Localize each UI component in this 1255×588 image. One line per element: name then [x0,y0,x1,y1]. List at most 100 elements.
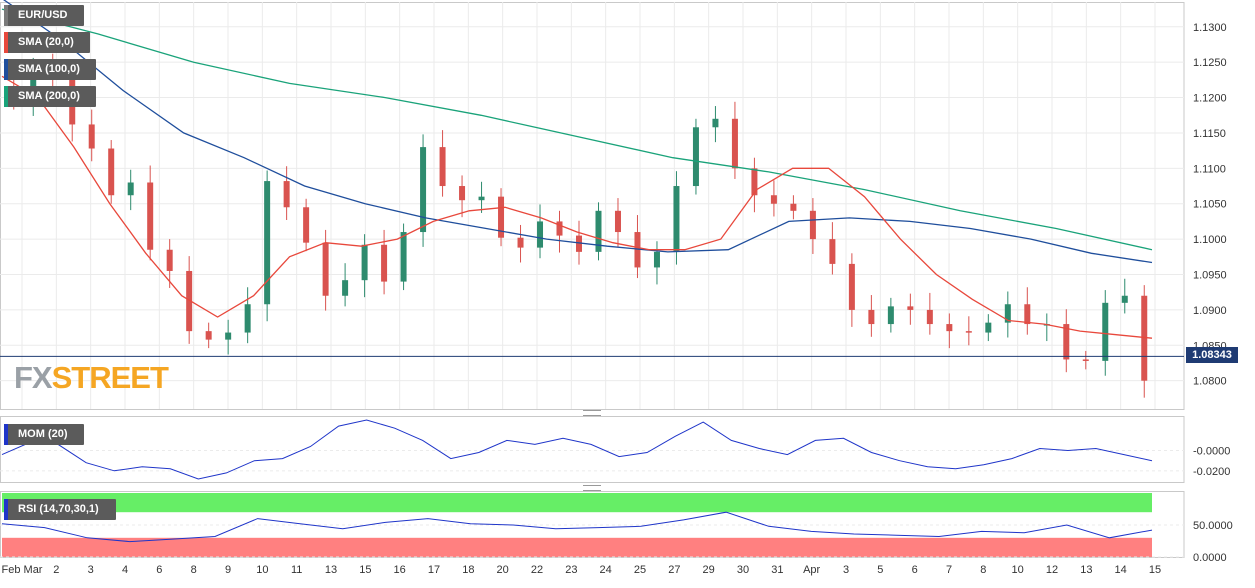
candle-body [848,263,855,310]
candle-body [283,181,290,208]
sma100-line [3,0,1153,264]
candle-body [225,332,232,340]
x-tick-label: 13 [325,564,337,576]
main-panel-border [0,2,1185,410]
x-tick-label: 25 [634,564,646,576]
x-tick-label: 23 [565,564,577,576]
candle-body [770,195,777,204]
panel-resize-handle-rsi[interactable] [583,485,601,491]
fxstreet-logo: FXSTREET [14,360,169,396]
x-tick-label: 6 [912,564,918,576]
current-price-tag: 1.08343 [1186,347,1238,363]
x-tick-label: 17 [428,564,440,576]
legend-sma100-swatch [4,59,8,80]
candle-body [478,196,485,201]
main-y-tick-label: 1.1100 [1193,163,1226,175]
candle-body [498,196,505,238]
candle-body [1024,304,1031,325]
candle-body [829,239,836,264]
rsi-overbought-zone [2,493,1152,513]
candle-body [692,127,699,187]
candle-body [653,251,660,268]
logo-street: STREET [51,360,169,395]
main-y-tick-label: 1.1000 [1193,234,1227,246]
x-tick-label: 11 [291,564,302,576]
x-tick-label: 31 [771,564,783,576]
candle-body [459,186,466,201]
candle-body [907,306,914,310]
legend-mom-swatch [4,424,8,445]
x-tick-label: Feb Mar [2,564,43,576]
legend-symbol[interactable]: EUR/USD [4,5,84,26]
candle-body [1102,302,1109,361]
mom-line [1,419,1153,480]
legend-symbol-swatch [4,5,8,26]
legend-sma20[interactable]: SMA (20,0) [4,32,90,53]
x-tick-label: 15 [359,564,371,576]
x-tick-label: 14 [1115,564,1127,576]
sma200-line [1,8,1153,251]
legend-rsi-swatch [4,499,8,520]
candle-body [420,147,427,233]
mom-panel-border [0,416,1185,483]
x-tick-label: 30 [737,564,749,576]
x-tick-label: 12 [1046,564,1058,576]
candle-body [361,244,368,281]
candle-body [303,207,310,243]
x-tick-label: 24 [600,564,612,576]
x-tick-label: 15 [1149,564,1161,576]
candle-body [1121,295,1128,303]
legend-sma200-label: SMA (200,0) [18,90,80,102]
rsi-line [1,511,1153,543]
panel-resize-handle-mom[interactable] [583,410,601,416]
legend-sma200-swatch [4,86,8,107]
candle-body [1063,324,1070,360]
rsi-oversold-zone [2,537,1152,557]
legend-sma200[interactable]: SMA (200,0) [4,86,96,107]
x-tick-label: 22 [531,564,543,576]
main-y-tick-label: 1.0900 [1193,305,1227,317]
x-tick-label: 20 [497,564,509,576]
candle-body [1004,304,1011,323]
x-tick-label: Apr [803,564,820,576]
legend-mom[interactable]: MOM (20) [4,424,84,445]
candle-body [614,210,621,233]
candle-body [342,280,349,296]
candle-body [712,118,719,128]
candle-body [108,148,115,196]
x-tick-label: 3 [88,564,94,576]
x-tick-label: 8 [980,564,986,576]
sma20-line [1,75,1153,339]
x-tick-label: 13 [1080,564,1092,576]
candle-body [322,242,329,296]
candle-body [1082,359,1089,361]
candle-body [205,331,212,340]
candle-body [965,331,972,333]
candle-body [868,309,875,325]
legend-mom-label: MOM (20) [18,428,68,440]
x-tick-label: 18 [462,564,474,576]
legend-sma100-label: SMA (100,0) [18,63,80,75]
legend-sma20-swatch [4,32,8,53]
candle-body [809,210,816,240]
x-tick-label: 16 [394,564,406,576]
legend-sma100[interactable]: SMA (100,0) [4,59,96,80]
x-tick-label: 10 [256,564,268,576]
candle-body [381,244,388,282]
rsi-y-tick-label: 50.0000 [1193,520,1233,532]
candle-body [556,221,563,236]
legend-rsi[interactable]: RSI (14,70,30,1) [4,499,116,520]
mom-y-tick-label: -0.0000 [1193,446,1230,458]
legend-sma20-label: SMA (20,0) [18,36,74,48]
candle-body [751,168,758,196]
candle-body [147,182,154,250]
x-tick-label: 29 [703,564,715,576]
x-tick-label: 6 [156,564,162,576]
x-tick-label: 4 [122,564,128,576]
candle-body [30,70,37,102]
candle-body [576,235,582,252]
x-tick-label: 27 [668,564,680,576]
candle-body [88,124,95,149]
